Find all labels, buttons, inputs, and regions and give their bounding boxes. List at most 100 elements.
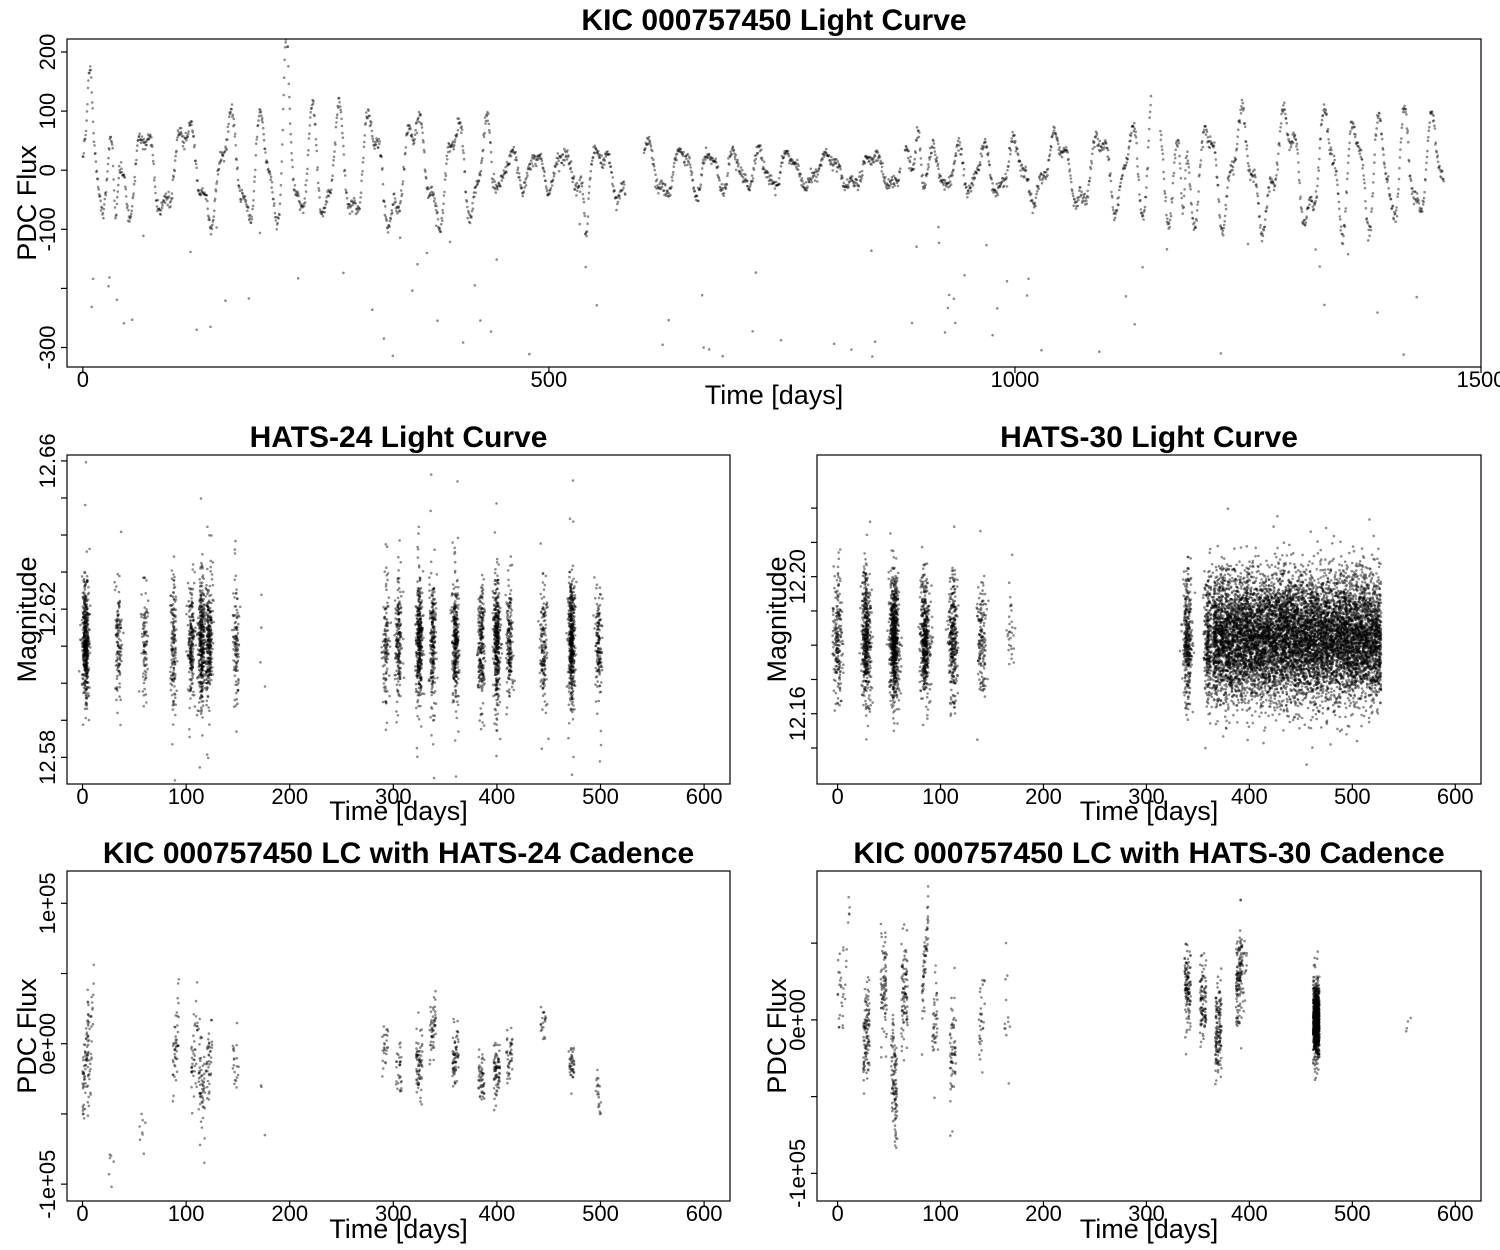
data-point xyxy=(85,651,88,654)
data-point xyxy=(1128,133,1132,137)
data-point xyxy=(118,670,121,673)
data-point xyxy=(1127,145,1131,148)
data-point xyxy=(324,199,328,203)
data-point xyxy=(959,153,962,156)
data-point xyxy=(1244,140,1247,143)
data-point xyxy=(421,139,425,142)
data-point xyxy=(451,142,454,145)
data-point xyxy=(1430,110,1434,113)
data-point xyxy=(705,155,709,159)
data-point xyxy=(1239,108,1242,112)
data-point xyxy=(1229,170,1232,174)
data-point xyxy=(1022,168,1025,172)
data-point xyxy=(535,158,539,162)
data-point xyxy=(569,166,573,170)
data-point xyxy=(492,172,496,176)
data-point xyxy=(334,143,337,146)
data-point xyxy=(611,176,614,179)
data-point xyxy=(867,160,870,164)
data-point xyxy=(119,723,122,727)
data-point xyxy=(1283,101,1286,104)
data-point xyxy=(461,149,465,152)
data-point xyxy=(234,642,237,645)
data-point xyxy=(332,159,335,162)
data-point xyxy=(958,141,962,144)
data-point xyxy=(115,213,118,216)
data-point xyxy=(953,159,957,163)
data-point xyxy=(951,173,954,177)
data-point xyxy=(1146,146,1150,149)
data-point xyxy=(116,643,120,647)
data-point xyxy=(79,623,82,627)
data-point xyxy=(1107,157,1111,160)
data-point xyxy=(958,144,961,147)
data-point xyxy=(854,177,857,181)
data-point xyxy=(1336,192,1340,195)
data-point xyxy=(978,161,982,164)
data-point xyxy=(1026,178,1029,182)
data-point xyxy=(86,694,89,698)
data-point xyxy=(1422,196,1426,200)
data-point xyxy=(1318,157,1321,161)
data-point xyxy=(1219,352,1223,355)
data-point xyxy=(365,116,369,120)
data-point xyxy=(352,196,356,200)
data-point xyxy=(386,578,389,582)
data-point xyxy=(1063,148,1067,152)
data-point xyxy=(915,139,918,142)
data-point xyxy=(712,159,716,162)
data-point xyxy=(863,161,866,164)
data-point xyxy=(688,157,691,160)
data-point xyxy=(321,214,325,218)
data-point xyxy=(462,151,465,155)
data-point xyxy=(85,639,88,642)
data-point xyxy=(474,185,477,189)
data-point xyxy=(445,162,448,165)
data-point xyxy=(1007,165,1010,168)
data-point xyxy=(947,293,951,297)
data-point xyxy=(1372,172,1376,176)
data-point xyxy=(1394,209,1398,212)
data-point xyxy=(130,209,134,213)
data-point xyxy=(569,167,572,171)
data-point xyxy=(336,113,339,116)
data-point xyxy=(175,660,179,663)
data-point xyxy=(875,149,879,152)
data-point xyxy=(1264,210,1267,213)
data-point xyxy=(515,158,518,162)
data-point xyxy=(863,162,867,165)
data-point xyxy=(889,183,893,186)
data-point xyxy=(1253,168,1256,171)
data-point xyxy=(769,174,773,177)
data-point xyxy=(1313,203,1316,207)
data-point xyxy=(394,645,398,648)
data-point xyxy=(1110,190,1113,194)
data-point xyxy=(237,677,240,681)
data-point xyxy=(515,171,519,175)
data-point xyxy=(1090,159,1093,163)
data-point xyxy=(206,756,210,760)
data-point xyxy=(1416,197,1419,200)
data-point xyxy=(173,693,177,696)
data-point xyxy=(206,632,210,636)
data-point xyxy=(457,117,461,120)
data-point xyxy=(174,696,177,699)
data-point xyxy=(1119,177,1123,181)
data-point xyxy=(765,175,768,179)
data-point xyxy=(124,185,127,189)
data-point xyxy=(1094,130,1098,133)
data-point xyxy=(802,185,805,189)
data-point xyxy=(443,178,447,181)
data-point xyxy=(706,156,710,160)
data-point xyxy=(82,591,86,594)
data-point xyxy=(682,150,685,154)
data-point xyxy=(1274,177,1278,180)
data-point xyxy=(458,120,462,124)
data-point xyxy=(392,193,396,196)
data-point xyxy=(228,111,231,114)
data-point xyxy=(478,171,482,175)
data-point xyxy=(1324,110,1327,114)
data-point xyxy=(1323,303,1326,307)
data-point xyxy=(84,627,87,631)
data-point xyxy=(86,635,90,638)
